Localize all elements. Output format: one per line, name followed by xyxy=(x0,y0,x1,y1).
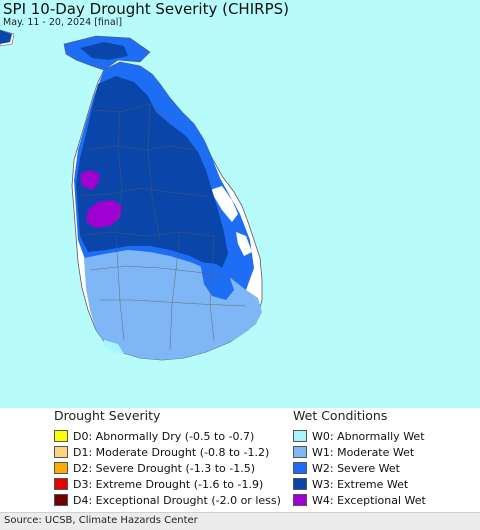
swatch-w1 xyxy=(293,446,307,458)
legend-item-d1: D1: Moderate Drought (-0.8 to -1.2) xyxy=(54,444,281,460)
legend-item-d0: D0: Abnormally Dry (-0.5 to -0.7) xyxy=(54,428,281,444)
drought-legend-heading: Drought Severity xyxy=(54,408,161,423)
w4-exceptional-wet-large xyxy=(86,200,122,228)
india-wet-area xyxy=(0,30,12,44)
wet-legend-heading: Wet Conditions xyxy=(293,408,388,423)
legend-item-w2: W2: Severe Wet xyxy=(293,460,426,476)
legend-label-d1: D1: Moderate Drought (-0.8 to -1.2) xyxy=(73,445,270,459)
legend-item-d4: D4: Exceptional Drought (-2.0 or less) xyxy=(54,492,281,508)
w2-south-east-patch xyxy=(200,262,234,300)
swatch-d2 xyxy=(54,462,68,474)
legend-label-w1: W1: Moderate Wet xyxy=(312,445,415,459)
east-coast-neutral-2 xyxy=(236,232,252,256)
sri-lanka-map xyxy=(0,0,480,408)
swatch-w2 xyxy=(293,462,307,474)
legend-label-d3: D3: Extreme Drought (-1.6 to -1.9) xyxy=(73,477,264,491)
swatch-w0 xyxy=(293,430,307,442)
w0-south-coast xyxy=(104,340,124,354)
legend-item-d3: D3: Extreme Drought (-1.6 to -1.9) xyxy=(54,476,281,492)
legend-label-w3: W3: Extreme Wet xyxy=(312,477,409,491)
map-title: SPI 10-Day Drought Severity (CHIRPS) xyxy=(3,0,289,18)
swatch-d0 xyxy=(54,430,68,442)
swatch-d4 xyxy=(54,494,68,506)
w4-exceptional-wet-small xyxy=(80,170,100,190)
legend-label-d0: D0: Abnormally Dry (-0.5 to -0.7) xyxy=(73,429,255,443)
district-boundaries xyxy=(77,103,247,351)
jaffna-extreme-wet xyxy=(80,42,128,60)
legend-item-d2: D2: Severe Drought (-1.3 to -1.5) xyxy=(54,460,281,476)
swatch-d1 xyxy=(54,446,68,458)
legend-label-d4: D4: Exceptional Drought (-2.0 or less) xyxy=(73,493,281,507)
drought-legend: Drought Severity D0: Abnormally Dry (-0.… xyxy=(54,408,281,508)
legend-item-w0: W0: Abnormally Wet xyxy=(293,428,426,444)
legend-label-w0: W0: Abnormally Wet xyxy=(312,429,425,443)
legend-item-w3: W3: Extreme Wet xyxy=(293,476,426,492)
east-coast-neutral xyxy=(210,186,238,222)
swatch-d3 xyxy=(54,478,68,490)
legend-item-w4: W4: Exceptional Wet xyxy=(293,492,426,508)
swatch-w4 xyxy=(293,494,307,506)
legend-label-w4: W4: Exceptional Wet xyxy=(312,493,426,507)
legend-label-w2: W2: Severe Wet xyxy=(312,461,400,475)
wet-legend: Wet Conditions W0: Abnormally Wet W1: Mo… xyxy=(293,408,426,508)
swatch-w3 xyxy=(293,478,307,490)
map-subtitle: May. 11 - 20, 2024 [final] xyxy=(3,17,123,28)
legend-item-w1: W1: Moderate Wet xyxy=(293,444,426,460)
legend-label-d2: D2: Severe Drought (-1.3 to -1.5) xyxy=(73,461,256,475)
source-credit: Source: UCSB, Climate Hazards Center xyxy=(0,512,480,530)
